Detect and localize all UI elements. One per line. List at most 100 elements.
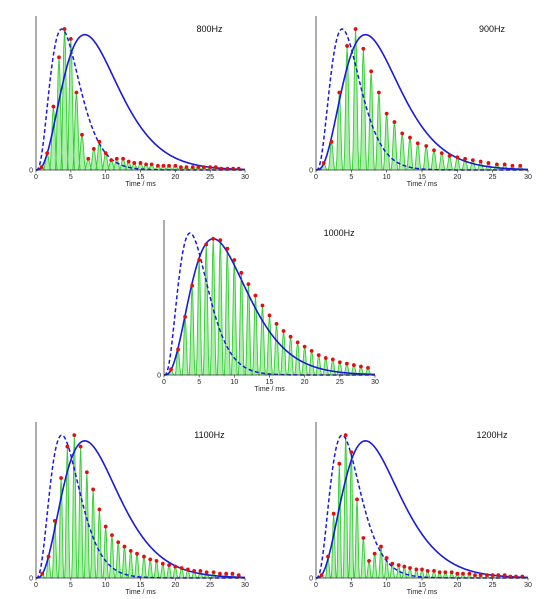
red-peak-point [176,347,180,352]
red-peak-point [463,156,468,161]
red-peak-point [51,104,56,109]
panel-800Hz: 0 5 10 15 20 25 30 0 Time / ms 800Hz [29,16,249,188]
red-peak-point [213,165,218,170]
x-tick-label: 5 [197,379,201,386]
red-peak-point [369,69,374,74]
x-tick-label: 30 [241,582,249,589]
red-peak-point [414,567,419,572]
red-peak-point [396,563,401,568]
red-peak-point [86,156,91,161]
red-peak-point [74,90,79,95]
red-peak-point [184,165,189,170]
panel-title: 900Hz [479,24,506,34]
red-peak-point [402,564,407,569]
x-tick-label: 25 [206,582,214,589]
red-peak-point [190,283,195,288]
red-peak-point [390,561,395,566]
x-tick-label: 20 [171,582,179,589]
red-peak-point [218,571,222,576]
red-peak-point [59,476,63,480]
x-tick-label: 30 [371,379,379,386]
red-peak-point [309,348,314,353]
red-peak-point [361,536,366,540]
red-peak-point [366,366,370,370]
red-peak-point [52,518,57,523]
red-peak-point [478,573,483,578]
red-peak-point [329,139,334,144]
x-tick-label: 10 [230,379,238,386]
x-tick-label: 5 [69,582,73,589]
red-peak-point [408,566,412,570]
red-peak-point [40,571,45,576]
y-tick-label: 0 [29,576,33,583]
x-tick-label: 15 [418,174,426,181]
x-tick-label: 0 [314,582,318,589]
red-peak-point [473,573,477,578]
red-peak-point [367,558,371,563]
x-axis-title: Time / ms [407,589,438,596]
red-peak-point [239,270,244,275]
red-peak-point [68,37,73,41]
red-peak-point [138,161,143,165]
red-peak-point [114,156,119,161]
red-peak-point [167,563,171,568]
x-tick-label: 20 [301,379,309,386]
red-peak-point [57,55,61,60]
panel-title: 1200Hz [476,430,508,440]
panel-title: 800Hz [196,24,223,34]
red-peak-point [502,573,507,578]
red-peak-point [204,242,209,247]
red-peak-point [128,548,133,553]
dashed-envelope-line [315,28,528,171]
red-peak-point [198,568,203,573]
red-peak-point [211,236,216,241]
red-peak-point [425,568,430,573]
red-peak-point [337,90,342,95]
red-peak-point [447,154,452,158]
x-tick-label: 0 [314,174,318,181]
red-peak-point [196,165,201,170]
red-peak-point [319,573,324,578]
red-peak-point [204,570,209,575]
x-tick-label: 30 [524,582,532,589]
x-axis-title: Time / ms [254,386,285,393]
red-peak-point [173,163,178,168]
y-tick-label: 0 [309,168,313,175]
red-peak-point [156,163,160,168]
x-tick-label: 25 [489,174,497,181]
red-peak-point [502,162,507,167]
red-peak-point [173,564,178,569]
red-peak-point [508,574,513,579]
red-peak-point [154,558,159,563]
red-peak-point [109,158,114,163]
red-peak-point [169,367,173,372]
panel-1100Hz: 0 5 10 15 20 25 30 0 Time / ms 1100Hz [29,422,249,596]
red-peak-point [142,554,146,559]
green-pulse-train [36,435,245,579]
red-peak-point [302,344,307,349]
red-peak-point [39,165,44,170]
red-peak-point [349,450,354,455]
red-peak-point [384,111,389,116]
x-tick-label: 0 [162,379,166,386]
red-peak-point [316,353,321,358]
x-tick-label: 10 [383,582,391,589]
red-peak-point [208,165,213,170]
red-peak-point [110,533,114,538]
red-peak-point [253,293,258,298]
panel-900Hz: 0 5 10 15 20 25 30 0 Time / ms 900Hz [309,16,532,188]
red-peak-point [330,357,335,362]
red-peak-point [122,544,127,549]
red-peak-point [225,246,230,251]
red-peak-point [443,570,448,575]
red-peak-point [490,573,495,578]
red-peak-point [432,148,436,153]
x-tick-label: 20 [171,174,179,181]
red-peak-point [288,334,293,339]
red-peak-point [376,90,381,95]
red-peak-point [361,46,366,51]
red-peak-point [321,161,326,165]
x-axis-title: Time / ms [125,181,156,188]
panel-1200Hz: 0 5 10 15 20 25 30 0 Time / ms 1200Hz [309,422,532,596]
red-peak-point [467,571,472,576]
